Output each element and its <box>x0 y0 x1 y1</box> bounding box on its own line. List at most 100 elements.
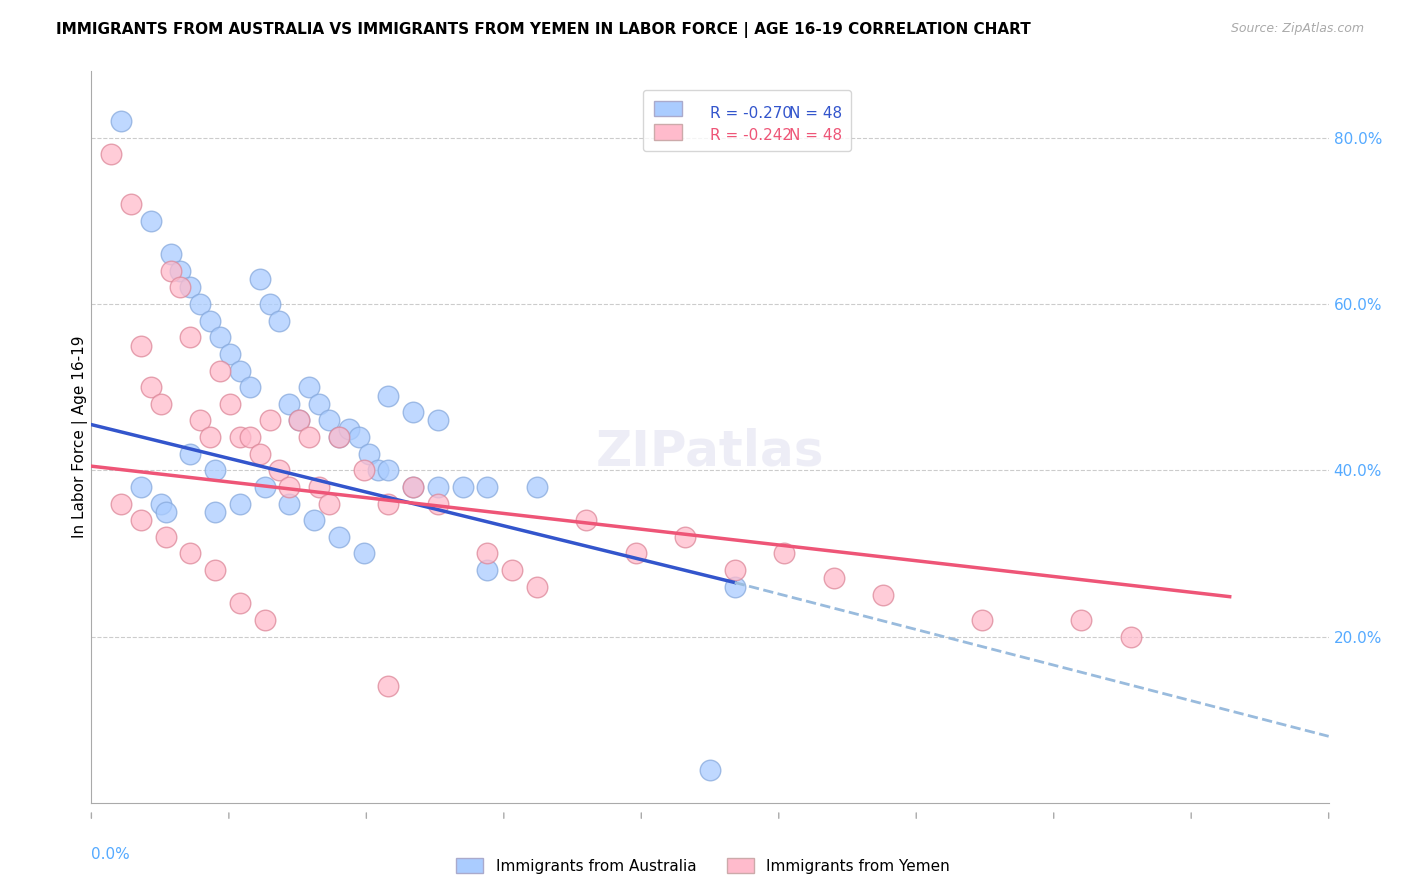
Point <box>209 363 232 377</box>
Point <box>179 330 201 344</box>
Point <box>298 380 321 394</box>
Point <box>353 463 375 477</box>
Point <box>699 763 721 777</box>
Point <box>249 447 271 461</box>
Point <box>402 405 425 419</box>
Point <box>204 463 226 477</box>
Point <box>308 480 330 494</box>
Point <box>298 430 321 444</box>
Point <box>288 413 311 427</box>
Point <box>724 580 747 594</box>
Point <box>110 114 132 128</box>
Point <box>259 297 281 311</box>
Point <box>724 563 747 577</box>
Point <box>149 497 172 511</box>
Point <box>575 513 598 527</box>
Point <box>129 480 152 494</box>
Point <box>288 413 311 427</box>
Point <box>159 247 181 261</box>
Point <box>526 480 548 494</box>
Point <box>269 314 291 328</box>
Point <box>477 480 499 494</box>
Point <box>188 413 211 427</box>
Point <box>328 430 350 444</box>
Point <box>159 264 181 278</box>
Point <box>229 430 252 444</box>
Point <box>253 613 276 627</box>
Point <box>169 264 191 278</box>
Point <box>278 480 301 494</box>
Point <box>198 314 221 328</box>
Point <box>872 588 894 602</box>
Text: IMMIGRANTS FROM AUSTRALIA VS IMMIGRANTS FROM YEMEN IN LABOR FORCE | AGE 16-19 CO: IMMIGRANTS FROM AUSTRALIA VS IMMIGRANTS … <box>56 22 1031 38</box>
Point <box>259 413 281 427</box>
Point <box>308 397 330 411</box>
Point <box>204 563 226 577</box>
Point <box>269 463 291 477</box>
Point <box>179 280 201 294</box>
Point <box>229 497 252 511</box>
Point <box>278 497 301 511</box>
Point <box>328 530 350 544</box>
Point <box>249 272 271 286</box>
Point <box>477 563 499 577</box>
Point <box>110 497 132 511</box>
Point <box>451 480 474 494</box>
Point <box>179 447 201 461</box>
Point <box>229 363 252 377</box>
Point <box>377 463 399 477</box>
Point <box>402 480 425 494</box>
Point <box>377 680 399 694</box>
Text: 0.0%: 0.0% <box>91 847 131 862</box>
Point <box>139 214 162 228</box>
Point <box>337 422 360 436</box>
Text: Source: ZipAtlas.com: Source: ZipAtlas.com <box>1230 22 1364 36</box>
Point <box>353 546 375 560</box>
Point <box>120 197 142 211</box>
Point <box>209 330 232 344</box>
Point <box>402 480 425 494</box>
Point <box>239 380 262 394</box>
Point <box>155 505 177 519</box>
Point <box>219 347 242 361</box>
Point <box>426 497 449 511</box>
Point <box>426 413 449 427</box>
Point <box>302 513 325 527</box>
Text: ZIPatlas: ZIPatlas <box>596 427 824 475</box>
Point <box>377 497 399 511</box>
Point <box>318 413 340 427</box>
Point <box>328 430 350 444</box>
Point <box>239 430 262 444</box>
Point <box>501 563 523 577</box>
Point <box>229 596 252 610</box>
Legend: Immigrants from Australia, Immigrants from Yemen: Immigrants from Australia, Immigrants fr… <box>450 852 956 880</box>
Point <box>972 613 994 627</box>
Point <box>204 505 226 519</box>
Point <box>219 397 242 411</box>
Point <box>347 430 370 444</box>
Point <box>367 463 389 477</box>
Point <box>526 580 548 594</box>
Point <box>188 297 211 311</box>
Point <box>426 480 449 494</box>
Point <box>823 571 845 585</box>
Point <box>198 430 221 444</box>
Point <box>155 530 177 544</box>
Point <box>318 497 340 511</box>
Point <box>773 546 796 560</box>
Point <box>477 546 499 560</box>
Point <box>149 397 172 411</box>
Legend:                               ,                               : , <box>644 90 851 151</box>
Text: R = -0.242: R = -0.242 <box>710 128 792 144</box>
Point <box>624 546 647 560</box>
Point <box>357 447 380 461</box>
Point <box>377 388 399 402</box>
Point <box>673 530 696 544</box>
Point <box>169 280 191 294</box>
Point <box>1070 613 1092 627</box>
Text: N = 48: N = 48 <box>789 128 842 144</box>
Point <box>253 480 276 494</box>
Y-axis label: In Labor Force | Age 16-19: In Labor Force | Age 16-19 <box>72 335 89 539</box>
Point <box>1119 630 1142 644</box>
Text: N = 48: N = 48 <box>789 105 842 120</box>
